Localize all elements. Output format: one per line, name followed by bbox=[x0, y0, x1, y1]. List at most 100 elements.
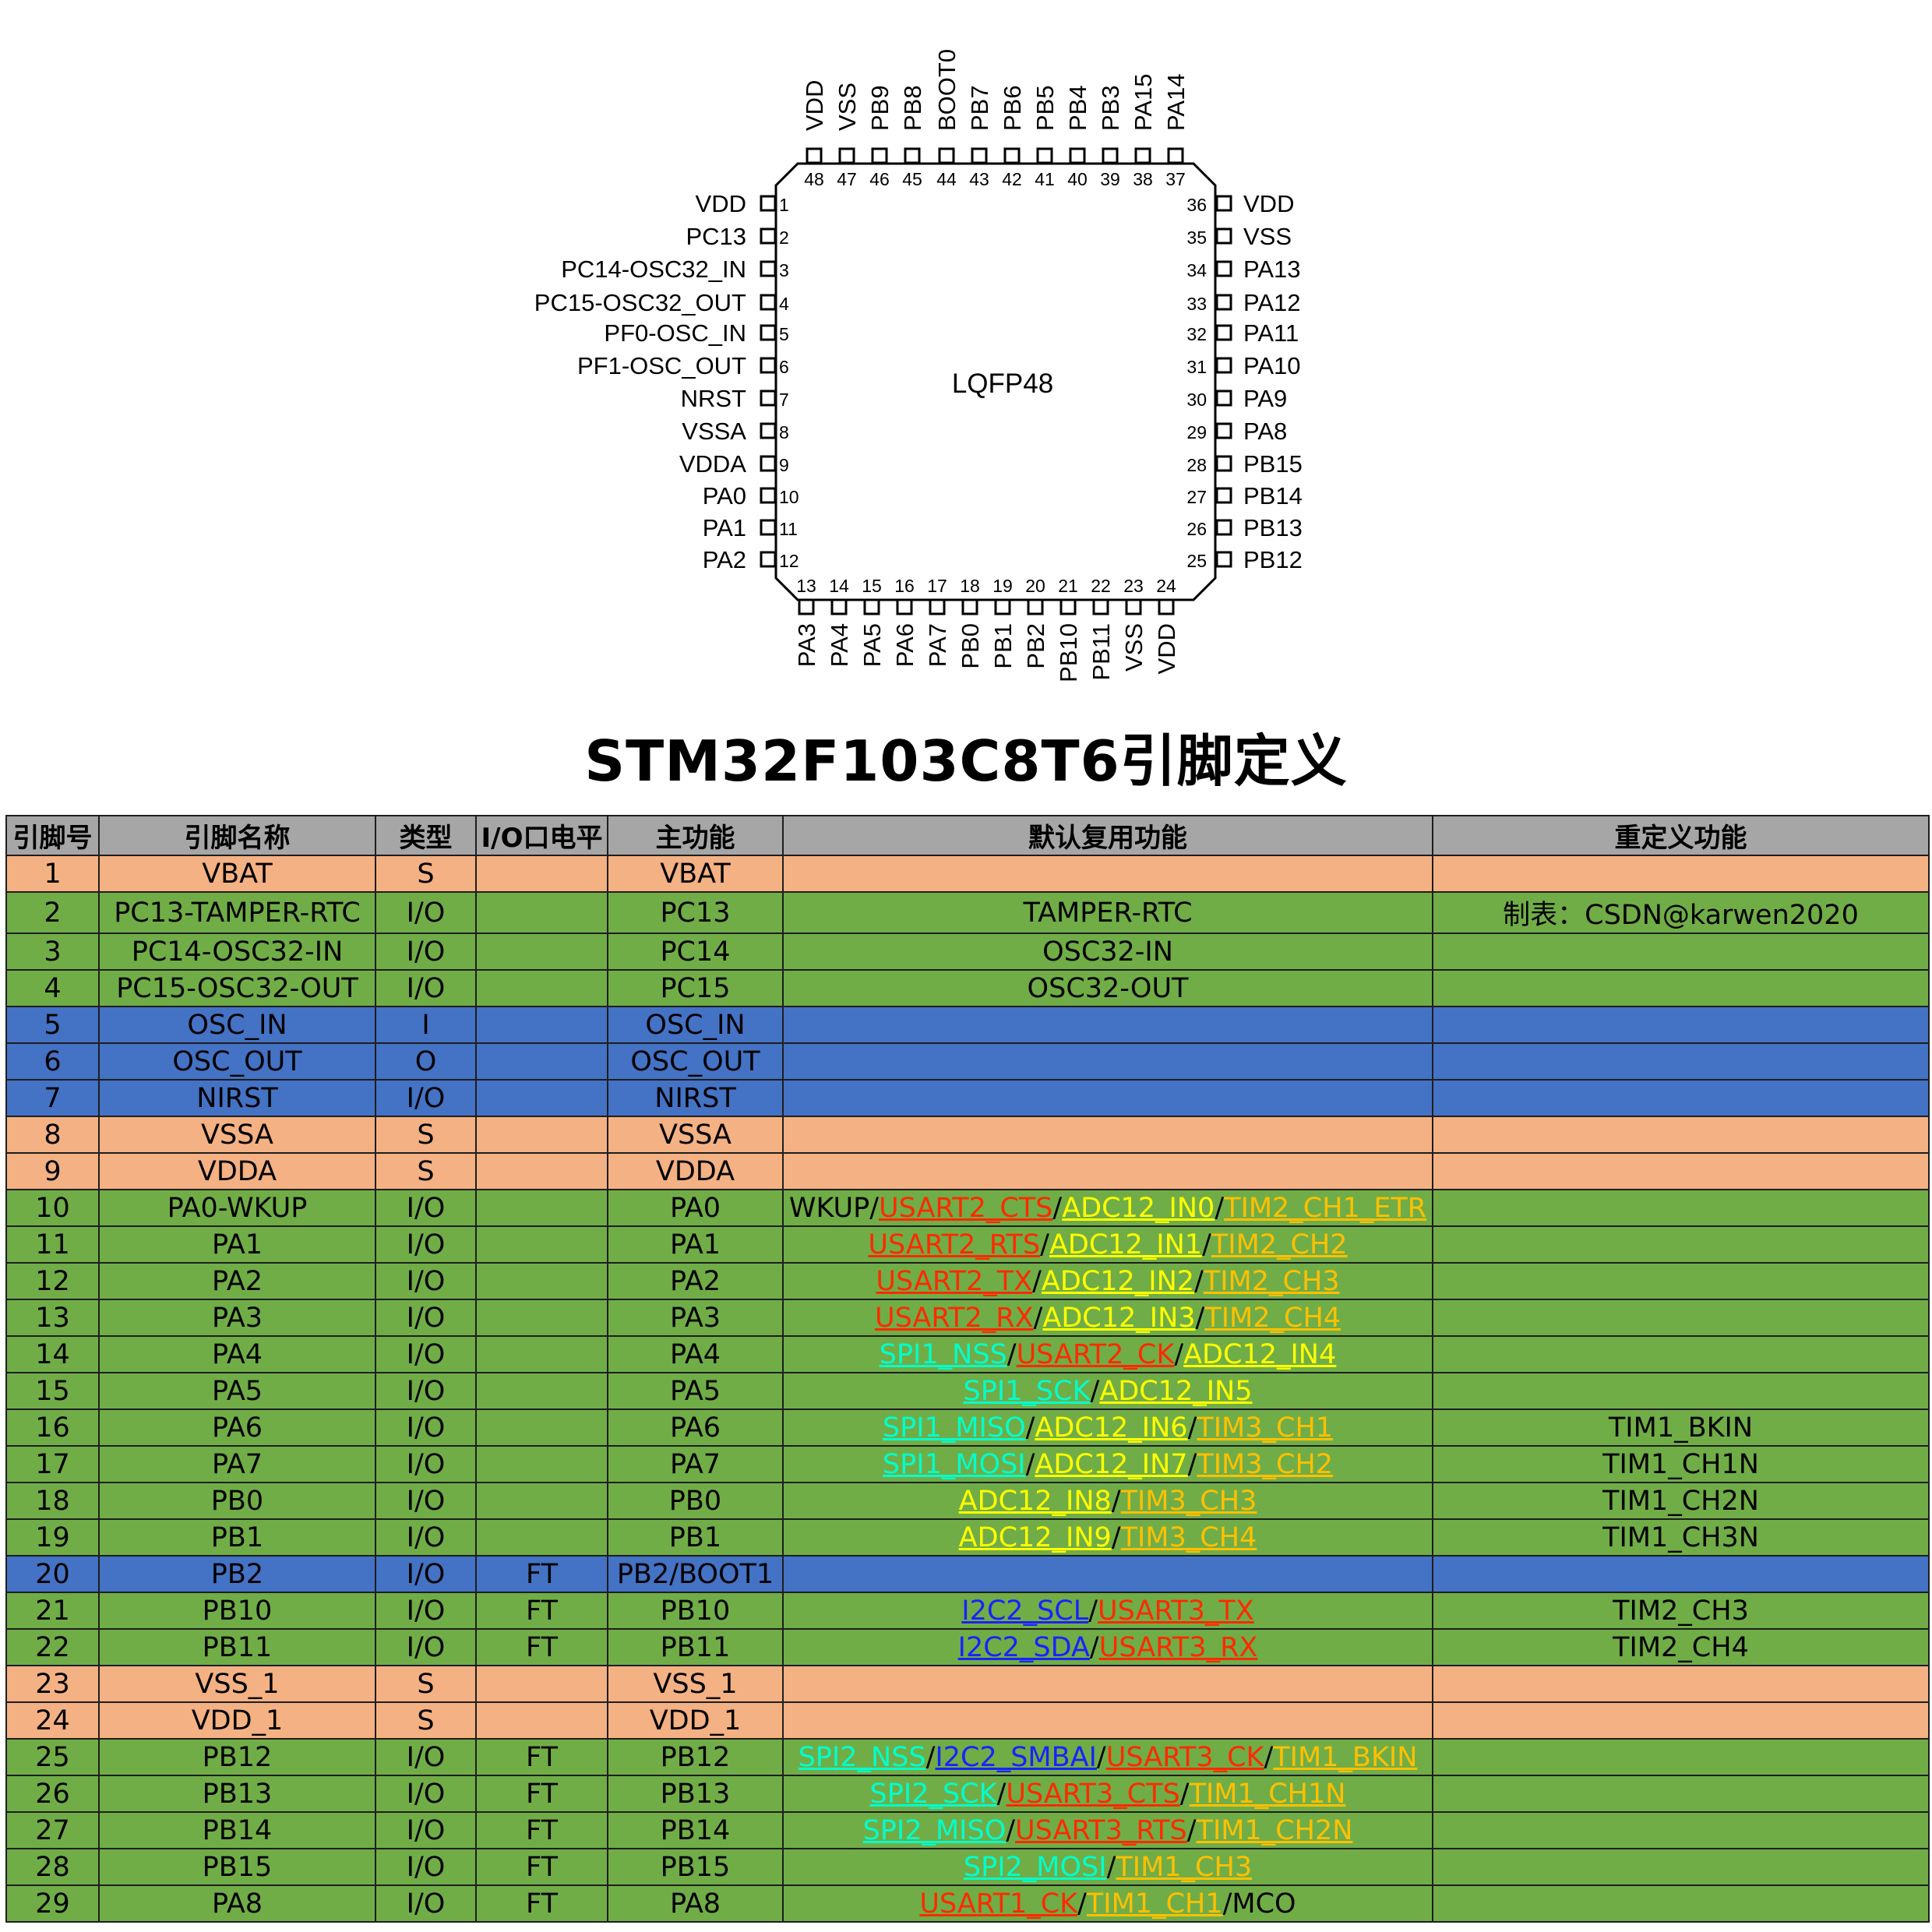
cell-io-level bbox=[475, 1189, 608, 1227]
alt-separator: / bbox=[1007, 1338, 1017, 1370]
pin-number-27: 27 bbox=[1186, 487, 1207, 507]
cell-remap bbox=[1432, 1152, 1930, 1190]
pin-number-22: 22 bbox=[1091, 576, 1111, 596]
pin-number-48: 48 bbox=[804, 169, 824, 189]
cell-pin-name: PC13-TAMPER-RTC bbox=[98, 891, 376, 934]
cell-pin-number: 29 bbox=[5, 1884, 100, 1923]
cell-default-alternate bbox=[782, 1116, 1433, 1154]
table-row: 25 PB12 I/O FT PB12 SPI2_NSS/I2C2_SMBAI/USART… bbox=[5, 1738, 1930, 1776]
cell-main-function: OSC_OUT bbox=[607, 1042, 784, 1081]
table-row: 8 VSSA S VSSA bbox=[5, 1116, 1930, 1154]
alt-function: I2C2_SMBAI bbox=[935, 1741, 1097, 1773]
pin-pad-11 bbox=[760, 519, 777, 536]
pin-number-11: 11 bbox=[779, 519, 798, 539]
table-row: 4 PC15-OSC32-OUT I/O PC15 OSC32-OUT bbox=[5, 969, 1930, 1007]
pin-label-29: PA8 bbox=[1243, 418, 1287, 445]
pin-pad-27 bbox=[1215, 487, 1232, 504]
pin-label-5: PF0-OSC_IN bbox=[604, 319, 746, 347]
cell-pin-name: PB12 bbox=[98, 1738, 376, 1776]
cell-main-function: PC15 bbox=[607, 969, 784, 1007]
pin-number-26: 26 bbox=[1186, 519, 1207, 539]
cell-type: I/O bbox=[375, 1738, 477, 1776]
cell-remap: TIM1_CH3N bbox=[1432, 1518, 1930, 1557]
pin-pad-10 bbox=[760, 487, 777, 504]
alt-separator: / bbox=[1222, 1888, 1232, 1920]
header-type: 类型 bbox=[375, 815, 477, 856]
cell-pin-name: NIRST bbox=[98, 1079, 376, 1117]
cell-remap: 制表：CSDN@karwen2020 bbox=[1432, 891, 1930, 934]
table-row: 16 PA6 I/O PA6 SPI1_MISO/ADC12_IN6/TIM3_CH1 T… bbox=[5, 1408, 1930, 1447]
pin-pad-9 bbox=[760, 455, 777, 472]
cell-io-level bbox=[475, 1262, 608, 1300]
cell-io-level: FT bbox=[475, 1628, 608, 1666]
alt-separator: / bbox=[1111, 1485, 1121, 1517]
cell-io-level bbox=[475, 933, 608, 971]
pin-pad-13 bbox=[798, 598, 815, 615]
pin-pad-12 bbox=[760, 551, 777, 568]
cell-io-level bbox=[475, 1335, 608, 1373]
cell-pin-name: VSSA bbox=[98, 1116, 376, 1154]
table-row: 19 PB1 I/O PB1 ADC12_IN9/TIM3_CH4 TIM1_CH3N bbox=[5, 1518, 1930, 1557]
cell-remap bbox=[1432, 933, 1930, 971]
pin-pad-31 bbox=[1215, 357, 1232, 374]
alt-function: USART3_RX bbox=[1098, 1631, 1258, 1663]
cell-main-function: NIRST bbox=[607, 1079, 784, 1117]
cell-pin-name: VDD_1 bbox=[98, 1701, 376, 1740]
table-row: 11 PA1 I/O PA1 USART2_RTS/ADC12_IN1/TIM2_CH2 bbox=[5, 1225, 1930, 1264]
alt-function: TIM2_CH3 bbox=[1203, 1265, 1340, 1297]
pin-label-25: PB12 bbox=[1243, 546, 1303, 573]
cell-main-function: PA4 bbox=[607, 1335, 784, 1373]
cell-io-level: FT bbox=[475, 1811, 608, 1849]
pin-label-10: PA0 bbox=[703, 482, 746, 509]
cell-main-function: PB15 bbox=[607, 1848, 784, 1886]
alt-separator: / bbox=[1187, 1412, 1197, 1444]
alt-function: SPI1_NSS bbox=[879, 1338, 1007, 1370]
cell-io-level: FT bbox=[475, 1775, 608, 1813]
pin-label-33: PA12 bbox=[1243, 289, 1301, 316]
cell-pin-name: PB15 bbox=[98, 1848, 376, 1886]
pin-number-10: 10 bbox=[779, 487, 799, 507]
alt-function: USART3_CK bbox=[1105, 1741, 1264, 1773]
cell-remap bbox=[1432, 1555, 1930, 1593]
pin-number-19: 19 bbox=[992, 576, 1013, 596]
pin-label-28: PB15 bbox=[1243, 450, 1303, 478]
pin-label-9: VDDA bbox=[679, 450, 746, 478]
alt-separator: / bbox=[1187, 1448, 1197, 1480]
alt-function: ADC12_IN0 bbox=[1062, 1192, 1215, 1224]
pin-number-28: 28 bbox=[1186, 455, 1207, 475]
pin-label-3: PC14-OSC32_IN bbox=[561, 256, 746, 283]
alt-separator: / bbox=[869, 1192, 879, 1224]
alt-separator: / bbox=[1033, 1302, 1043, 1334]
cell-type: S bbox=[375, 855, 477, 893]
alt-function: SPI1_MISO bbox=[882, 1412, 1026, 1444]
table-row: 23 VSS_1 S VSS_1 bbox=[5, 1665, 1930, 1703]
cell-pin-number: 17 bbox=[5, 1445, 100, 1483]
alt-function: ADC12_IN3 bbox=[1042, 1302, 1196, 1334]
pin-number-24: 24 bbox=[1156, 576, 1176, 596]
pin-pad-44 bbox=[938, 147, 955, 164]
pin-label-30: PA9 bbox=[1243, 385, 1287, 412]
cell-remap bbox=[1432, 1042, 1930, 1081]
alt-separator: / bbox=[925, 1741, 936, 1773]
cell-main-function: PB11 bbox=[607, 1628, 784, 1666]
pin-number-9: 9 bbox=[779, 455, 789, 475]
cell-pin-name: PB2 bbox=[98, 1555, 376, 1593]
pin-pad-29 bbox=[1215, 422, 1232, 439]
cell-default-alternate bbox=[782, 855, 1433, 893]
cell-default-alternate: OSC32-IN bbox=[782, 933, 1433, 971]
cell-default-alternate: SPI1_SCK/ADC12_IN5 bbox=[782, 1372, 1433, 1410]
alt-separator: / bbox=[1052, 1192, 1063, 1224]
cell-pin-name: PA4 bbox=[98, 1335, 376, 1373]
alt-function: TIM1_BKIN bbox=[1273, 1741, 1418, 1773]
pin-label-23: VSS bbox=[1120, 623, 1148, 672]
cell-pin-name: PB14 bbox=[98, 1811, 376, 1849]
cell-type: I/O bbox=[375, 1592, 477, 1630]
pin-label-41: PB5 bbox=[1031, 85, 1059, 131]
cell-remap bbox=[1432, 1299, 1930, 1337]
cell-remap bbox=[1432, 1701, 1930, 1740]
cell-pin-name: VDDA bbox=[98, 1152, 376, 1190]
pin-label-1: VDD bbox=[696, 190, 746, 217]
cell-type: S bbox=[375, 1665, 477, 1703]
pin-label-48: VDD bbox=[801, 80, 828, 131]
alt-function: TAMPER-RTC bbox=[1023, 897, 1193, 929]
